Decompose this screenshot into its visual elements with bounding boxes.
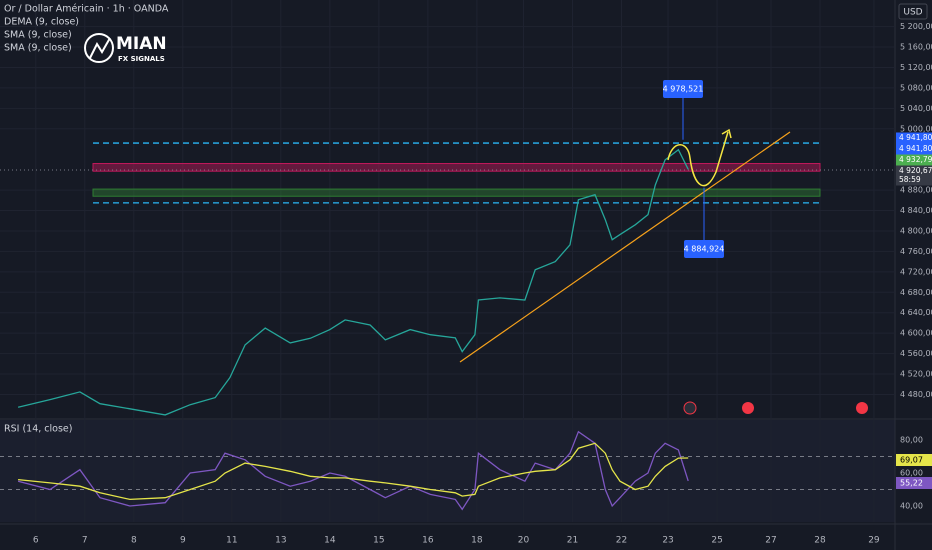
x-tick-label: 20 <box>518 536 530 546</box>
rsi-tick-label: 40,00 <box>900 501 923 510</box>
rsi-tag <box>896 454 932 466</box>
x-tick-label: 29 <box>868 536 880 546</box>
price-tag-label: 4 920,670 <box>899 166 932 175</box>
annotation-box <box>663 80 703 98</box>
x-tick-label: 14 <box>324 536 336 546</box>
rsi-tick-label: 80,00 <box>900 435 923 444</box>
event-icons <box>683 401 868 415</box>
x-tick-label: 15 <box>373 536 384 546</box>
zone <box>92 188 821 197</box>
rsi-tag-label: 69,07 <box>900 456 923 465</box>
rsi-pane <box>0 420 895 522</box>
y-tick-label: 4 600,000 <box>900 329 932 338</box>
y-tick-label: 5 040,000 <box>900 104 932 113</box>
logo: MIAN FX SIGNALS <box>84 33 167 63</box>
x-tick-label: 8 <box>131 536 137 546</box>
x-tick-label: 7 <box>82 536 88 546</box>
rsi-tag-label: 55,22 <box>900 479 923 488</box>
y-tick-label: 4 760,000 <box>900 247 932 256</box>
annotation-label: 4 978,521 <box>663 85 704 94</box>
x-tick-label: 18 <box>471 536 483 546</box>
x-tick-label: 16 <box>422 536 434 546</box>
series-line <box>18 442 689 501</box>
rsi-title: RSI (14, close) <box>4 424 72 435</box>
y-tick-label: 4 480,000 <box>900 390 932 399</box>
rsi-tag <box>896 477 932 489</box>
price-tag <box>896 143 932 155</box>
price-tag-label: 4 932,798 <box>899 155 932 164</box>
price-tag <box>896 174 932 186</box>
x-tick-label: 21 <box>567 536 578 546</box>
price-tag-label: 4 941,807 <box>899 133 932 142</box>
y-tick-label: 4 560,000 <box>900 349 932 358</box>
y-tick-label: 4 880,000 <box>900 186 932 195</box>
series-line <box>17 430 689 511</box>
x-tick-label: 6 <box>33 536 39 546</box>
currency-box <box>898 3 928 20</box>
annotation-label: 4 884,924 <box>684 245 725 254</box>
rsi-tick-label: 60,00 <box>900 468 923 477</box>
price-tag-label: 58:59 <box>899 175 921 184</box>
indicator-label: DEMA (9, close) <box>4 17 79 28</box>
y-tick-label: 4 840,000 <box>900 206 932 215</box>
price-tag <box>896 165 932 177</box>
y-tick-label: 4 680,000 <box>900 288 932 297</box>
indicator-label: SMA (9, close) <box>4 30 72 41</box>
y-tick-label: 5 080,000 <box>900 83 932 92</box>
projection-arrow <box>667 128 732 187</box>
x-tick-label: 28 <box>814 536 826 546</box>
series-line <box>17 148 689 416</box>
y-tick-label: 4 640,000 <box>900 308 932 317</box>
x-tick-label: 13 <box>275 536 286 546</box>
x-tick-label: 11 <box>226 536 237 546</box>
logo-name: MIAN <box>116 34 167 54</box>
y-tick-label: 5 160,000 <box>900 43 932 52</box>
symbol-title: Or / Dollar Américain · 1h · OANDA <box>4 4 169 15</box>
annotation-box <box>684 240 724 258</box>
y-tick-label: 4 800,000 <box>900 226 932 235</box>
y-tick-label: 5 200,000 <box>900 22 932 31</box>
logo-tagline: FX SIGNALS <box>118 55 165 63</box>
x-tick-label: 25 <box>711 536 722 546</box>
price-tag <box>896 132 932 144</box>
zone <box>92 163 821 172</box>
y-tick-label: 5 120,000 <box>900 63 932 72</box>
x-tick-label: 27 <box>765 536 776 546</box>
price-tag-label: 4 941,807 <box>899 144 932 153</box>
x-tick-label: 22 <box>616 536 627 546</box>
x-tick-label: 23 <box>662 536 673 546</box>
indicator-label: SMA (9, close) <box>4 43 72 54</box>
trend-line <box>459 131 791 363</box>
x-tick-label: 9 <box>180 536 186 546</box>
y-tick-label: 5 000,000 <box>900 124 932 133</box>
price-tag <box>896 154 932 166</box>
y-tick-label: 4 720,000 <box>900 267 932 276</box>
y-tick-label: 4 520,000 <box>900 370 932 379</box>
currency: USD <box>903 8 922 18</box>
